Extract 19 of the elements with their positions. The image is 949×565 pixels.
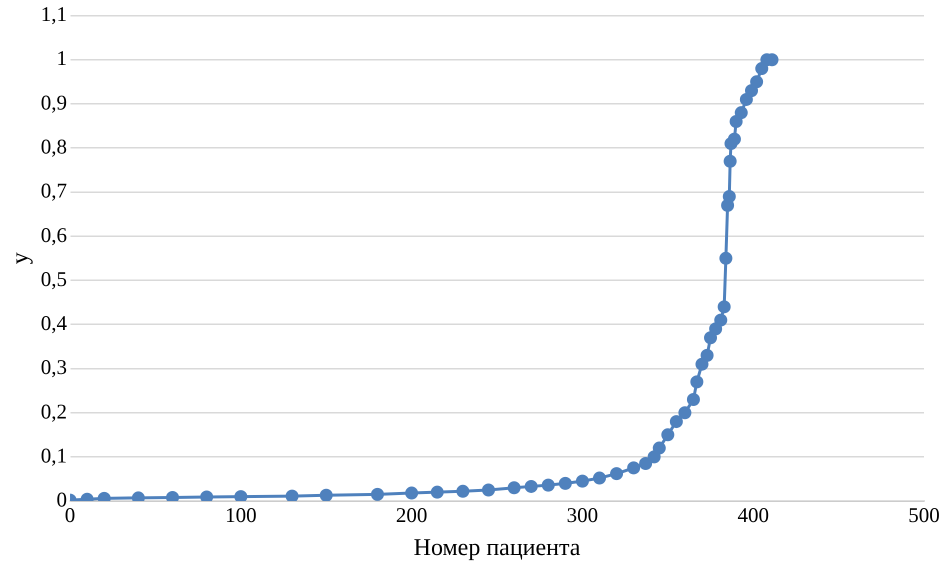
y-tick-label: 0,4 — [40, 311, 68, 336]
y-tick-label: 0,8 — [40, 134, 68, 158]
y-tick-label: 0,6 — [40, 222, 68, 247]
y-tick-label: 0,3 — [40, 355, 68, 380]
y-tick-label: 0 — [56, 488, 68, 512]
y-tick-label: 0,7 — [40, 178, 68, 203]
y-tick-label: 0,2 — [40, 399, 68, 424]
x-tick-label: 200 — [396, 503, 428, 528]
x-axis-title: Номер пациента — [414, 534, 581, 561]
x-tick-label: 500 — [908, 503, 940, 528]
x-tick-label: 300 — [566, 503, 598, 528]
y-tick-label: 0,5 — [40, 266, 68, 291]
y-tick-label: 0,9 — [40, 90, 68, 114]
y-tick-label: 0,1 — [40, 443, 68, 468]
y-tick-label: 1 — [56, 46, 68, 70]
y-tick-label: 1,1 — [40, 2, 68, 26]
x-tick-label: 100 — [225, 503, 257, 528]
x-tick-label: 400 — [737, 503, 769, 528]
y-axis-title: y — [8, 252, 34, 264]
